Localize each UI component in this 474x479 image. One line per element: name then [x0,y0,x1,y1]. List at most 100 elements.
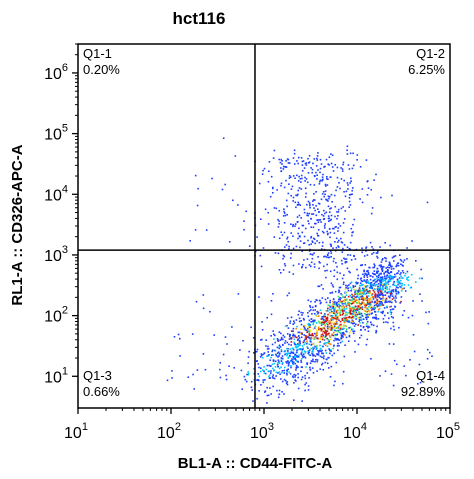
event-point [248,350,250,353]
event-point [324,315,326,318]
event-point [266,394,269,397]
event-point [322,345,324,348]
event-point [357,296,360,299]
event-point [239,349,241,351]
event-point [348,302,350,304]
event-point [272,359,275,361]
event-point [281,363,284,365]
event-point [354,314,357,316]
event-point [351,231,353,234]
event-point [389,301,391,303]
event-point [330,365,333,368]
event-point [295,346,298,349]
event-point [333,384,335,387]
event-point [332,247,334,249]
event-point [326,254,329,256]
event-point [367,295,370,297]
event-point [320,327,322,330]
event-point [338,246,340,248]
event-point [298,339,301,342]
event-point [365,343,368,346]
event-point [325,333,327,336]
event-point [345,330,347,333]
event-point [339,187,341,190]
event-point [278,220,280,222]
event-point [346,246,349,248]
event-point [324,183,327,186]
event-point [370,323,373,326]
event-point [325,301,328,304]
event-point [341,277,344,280]
event-point [177,333,180,336]
event-point [327,322,329,324]
event-point [339,298,341,301]
event-point [368,290,371,292]
event-point [356,154,359,156]
event-point [204,368,207,371]
event-point [332,305,335,308]
event-point [344,325,347,327]
event-point [389,278,391,281]
event-point [407,284,410,286]
event-point [330,349,332,351]
event-point [323,255,325,258]
event-point [321,297,324,299]
event-point [278,237,281,240]
event-point [371,207,374,209]
event-point [321,193,324,195]
event-point [399,302,401,304]
event-point [351,314,353,316]
event-point [406,258,408,260]
event-point [349,193,352,196]
event-point [337,326,340,328]
event-point [243,220,245,222]
event-point [271,376,274,378]
event-point [343,296,345,299]
event-point [319,355,322,358]
event-point [327,215,330,217]
event-point [337,223,340,225]
event-point [292,273,295,275]
event-point [386,266,389,268]
event-point [336,334,338,337]
event-point [366,320,369,323]
event-point [284,350,286,352]
event-point [296,360,298,362]
event-point [243,375,246,378]
event-point [302,224,305,227]
event-point [333,232,336,234]
event-point [315,205,317,207]
event-point [393,280,395,283]
event-point [292,225,294,228]
event-point [274,334,276,337]
event-point [336,265,338,268]
event-point [278,393,280,396]
event-point [363,309,366,312]
event-point [354,289,357,292]
event-point [337,295,340,298]
event-point [222,137,225,139]
event-point [324,227,326,229]
event-point [328,332,330,335]
event-point [390,276,392,279]
event-point [329,243,332,246]
event-point [290,341,293,343]
event-point [307,315,310,318]
event-point [336,241,339,243]
event-point [322,241,324,244]
event-point [282,215,285,217]
event-point [318,285,321,288]
event-point [319,348,322,350]
event-point [298,337,301,339]
event-point [343,320,346,323]
event-point [283,222,286,224]
event-point [346,320,349,323]
event-point [352,187,354,189]
event-point [278,362,281,365]
event-point [340,334,343,336]
event-point [386,282,388,285]
event-point [309,340,312,343]
event-point [296,160,298,162]
event-point [330,193,333,196]
event-point [333,331,335,334]
